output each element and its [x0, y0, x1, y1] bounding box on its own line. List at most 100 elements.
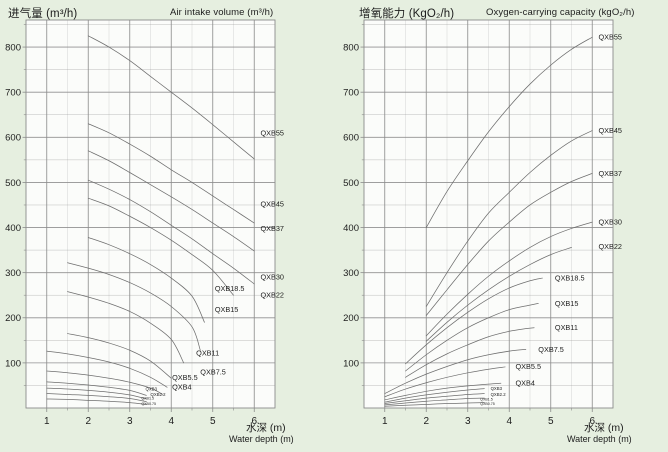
series-qxb22: QXB22 [87, 197, 284, 300]
xtick-label: 2 [423, 416, 429, 427]
series-qxb15: QXB15 [67, 262, 239, 351]
curve-label-qxb18-5: QXB18.5 [215, 284, 245, 293]
series-qxb18-5: QXB18.5 [405, 274, 585, 365]
ytick-label: 200 [343, 313, 359, 324]
ytick-label: 600 [343, 133, 359, 144]
curve-label-qxb30: QXB30 [260, 273, 284, 282]
plot-area-air-intake: 100 200 300 400 500 600 700 800 1 2 3 4 5 6 QXB55 QXB45… [5, 19, 284, 427]
curve-label-qxb37: QXB37 [260, 224, 284, 233]
curve-label-qxb4: QXB4 [515, 379, 534, 388]
series-qxb2-2: QXB2.2 [46, 387, 167, 400]
curve-label-qxb22: QXB22 [598, 242, 622, 251]
series-qxb11: QXB11 [405, 323, 578, 378]
curve-label-qxb2-2: QXB2.2 [151, 392, 167, 397]
curve-label-qxb5-5: QXB5.5 [172, 373, 198, 382]
series-qxb55: QXB55 [425, 33, 622, 228]
series-qxb1-5: QXB1.5 [46, 393, 154, 403]
xtick-label: 2 [85, 416, 91, 427]
xtick-label: 1 [44, 416, 50, 427]
curve-label-qxb15: QXB15 [215, 305, 239, 314]
xaxis-label-cn-air-intake: 水深 (m) [246, 422, 286, 434]
ytick-label: 300 [5, 268, 21, 279]
ytick-label: 400 [343, 223, 359, 234]
series-qxb4: QXB4 [384, 379, 535, 401]
series-qxb5-5: QXB5.5 [384, 362, 541, 398]
series-qxb22: QXB22 [425, 242, 622, 342]
curve-label-qxb4: QXB4 [172, 382, 191, 391]
series-qxb0-75: QXB0.75 [46, 398, 156, 406]
ytick-label: 400 [5, 223, 21, 234]
series-qxb37: QXB37 [87, 150, 284, 252]
series-qxb3: QXB3 [46, 381, 158, 396]
curve-label-qxb3: QXB3 [491, 386, 503, 391]
curve-label-qxb15: QXB15 [555, 299, 579, 308]
chart-title-en-air-intake: Air intake volume (m³/h) [170, 7, 274, 18]
chart-title-cn-oxygen: 增氧能力 (KgO₂/h) [359, 8, 455, 20]
series-qxb3: QXB3 [384, 386, 503, 403]
series-qxb5-5: QXB5.5 [46, 350, 198, 388]
plot-area-oxygen: 100 200 300 400 500 600 700 800 1 2 3 4 5 6 QXB55 QXB45… [334, 0, 668, 452]
ytick-label: 100 [343, 358, 359, 369]
xaxis-label-en-oxygen: Water depth (m) [567, 434, 632, 444]
ytick-label: 800 [5, 42, 21, 53]
series-qxb1-5: QXB1.5 [384, 398, 493, 406]
curve-label-qxb2-2: QXB2.2 [491, 392, 507, 397]
curve-label-qxb45: QXB45 [598, 126, 622, 135]
series-qxb45: QXB45 [425, 126, 622, 307]
curve-label-qxb0-75: QXB0.75 [480, 402, 495, 406]
series-qxb18-5: QXB18.5 [87, 237, 245, 323]
curve-label-qxb5-5: QXB5.5 [515, 362, 541, 371]
ytick-label: 200 [5, 313, 21, 324]
xtick-label: 5 [548, 416, 554, 427]
ytick-label: 700 [5, 88, 21, 99]
curve-label-qxb11: QXB11 [196, 348, 219, 357]
xtick-label: 3 [127, 416, 133, 427]
xtick-label: 5 [210, 416, 216, 427]
xtick-label: 4 [506, 416, 512, 427]
xtick-label: 3 [465, 416, 471, 427]
series-qxb15: QXB15 [405, 299, 579, 372]
curve-label-qxb3: QXB3 [146, 387, 158, 392]
curve-label-qxb7-5: QXB7.5 [538, 345, 564, 354]
curve-label-qxb7-5: QXB7.5 [200, 367, 226, 376]
series-qxb30: QXB30 [425, 218, 622, 337]
chart-panel-oxygen-carrying-capacity: 增氧能力 (KgO₂/h) Oxygen-carrying capacity (… [334, 0, 668, 452]
xaxis-label-en-air-intake: Water depth (m) [229, 434, 294, 444]
curve-label-qxb55: QXB55 [598, 33, 622, 42]
xtick-label: 6 [251, 416, 257, 427]
ytick-label: 800 [343, 42, 359, 53]
series-qxb7-5: QXB7.5 [67, 333, 226, 379]
curve-label-qxb18-5: QXB18.5 [555, 274, 585, 283]
chart-title-en-oxygen: Oxygen-carrying capacity (kgO₂/h) [486, 7, 635, 18]
xaxis-label-cn-oxygen: 水深 (m) [584, 422, 624, 434]
curve-label-qxb30: QXB30 [598, 218, 622, 227]
series-qxb0-75: QXB0.75 [384, 402, 495, 407]
ytick-label: 100 [5, 358, 21, 369]
xtick-label: 4 [168, 416, 174, 427]
curve-label-qxb1-5: QXB1.5 [141, 397, 154, 401]
curve-label-qxb22: QXB22 [260, 291, 284, 300]
chart-title-cn-air-intake: 进气量 (m³/h) [8, 8, 78, 20]
series-qxb4: QXB4 [46, 370, 192, 395]
xtick-label: 6 [589, 416, 595, 427]
series-qxb7-5: QXB7.5 [384, 345, 564, 394]
ytick-label: 700 [343, 88, 359, 99]
series-qxb11: QXB11 [67, 291, 219, 364]
curve-label-qxb55: QXB55 [260, 128, 284, 137]
ytick-label: 300 [343, 268, 359, 279]
curve-label-qxb0-75: QXB0.75 [141, 402, 156, 406]
curve-label-qxb37: QXB37 [598, 169, 622, 178]
ytick-label: 600 [5, 133, 21, 144]
ytick-label: 500 [343, 178, 359, 189]
xtick-label: 1 [382, 416, 388, 427]
curve-label-qxb1-5: QXB1.5 [480, 398, 493, 402]
chart-panel-air-intake-volume: 进气量 (m³/h) Air intake volume (m³/h) 100 2… [5, 7, 294, 444]
series-qxb55: QXB55 [87, 35, 284, 160]
series-qxb2-2: QXB2.2 [384, 392, 507, 404]
series-qxb45: QXB45 [87, 123, 284, 224]
ytick-label: 500 [5, 178, 21, 189]
series-qxb37: QXB37 [425, 169, 622, 316]
series-qxb30: QXB30 [87, 179, 284, 285]
curve-label-qxb11: QXB11 [555, 323, 578, 332]
